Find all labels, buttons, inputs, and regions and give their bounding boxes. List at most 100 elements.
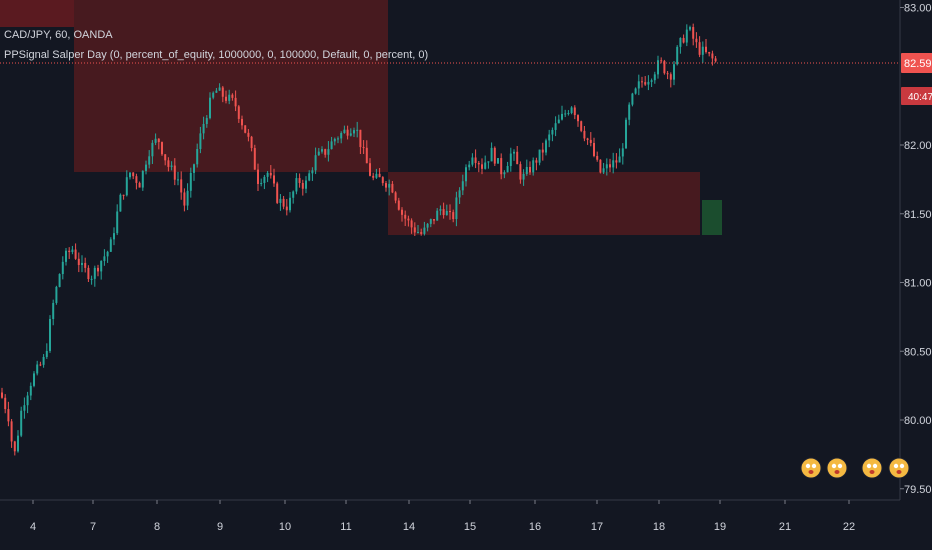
candle-down: [666, 73, 669, 75]
candle-up: [439, 209, 442, 211]
candle-down: [452, 212, 455, 220]
candle-up: [186, 190, 189, 206]
candle-down: [362, 147, 365, 149]
candle-up: [52, 302, 55, 319]
candle-up: [189, 172, 192, 191]
time-tick-label: 10: [279, 521, 291, 533]
symbol-title: CAD/JPY, 60, OANDA: [4, 29, 113, 41]
candle-down: [695, 38, 698, 43]
candle-up: [154, 138, 157, 143]
emoji-face-icon: [800, 457, 822, 479]
candle-up: [458, 190, 461, 198]
demand-zone: [388, 172, 700, 235]
indicator-legend[interactable]: PPSignal Salper Day (0, percent_of_equit…: [4, 49, 428, 61]
candle-down: [231, 94, 234, 98]
candle-down: [397, 200, 400, 210]
candle-up: [314, 155, 317, 171]
price-axis: 83.000 82.000 81.500 81.000 80.500 80.000 79.5…: [899, 0, 932, 500]
candle-down: [708, 52, 711, 54]
candle-down: [157, 138, 160, 143]
candle-down: [13, 441, 16, 452]
candle-down: [1, 392, 3, 398]
candle-up: [503, 172, 506, 175]
candle-down: [7, 409, 10, 422]
candle-up: [340, 133, 343, 139]
countdown-label: 40:47: [908, 92, 932, 103]
candle-down: [599, 159, 602, 173]
candle-up: [23, 405, 26, 411]
candle-up: [605, 164, 608, 169]
candle-down: [237, 106, 240, 119]
candle-down: [298, 178, 301, 183]
candle-up: [429, 219, 432, 224]
candle-down: [68, 250, 71, 253]
emoji-reactions-group: [800, 457, 910, 479]
time-tick-label: 15: [464, 521, 476, 533]
candle-down: [244, 125, 247, 133]
candle-up: [538, 149, 541, 163]
candle-up: [561, 113, 563, 120]
candle-up: [650, 80, 653, 82]
candle-up: [151, 142, 154, 157]
candle-up: [141, 170, 144, 188]
candle-up: [426, 223, 429, 228]
candle-up: [343, 129, 346, 134]
time-tick-label: 21: [779, 521, 791, 533]
price-tick-label: 82.000: [904, 140, 932, 152]
candle-up: [81, 262, 83, 265]
target-zone: [702, 200, 722, 235]
candle-up: [564, 113, 567, 115]
candle-down: [577, 115, 579, 122]
candle-down: [183, 192, 186, 206]
candle-up: [266, 172, 269, 177]
emoji-mouth-icon: [808, 470, 814, 474]
candle-up: [119, 194, 122, 212]
time-tick-label: 18: [653, 521, 665, 533]
candle-up: [209, 97, 211, 119]
candle-down: [74, 249, 77, 259]
candle-down: [301, 182, 304, 189]
candle-up: [545, 140, 547, 153]
time-tick-label: 4: [30, 521, 36, 533]
candle-down: [180, 179, 183, 193]
last-price-label: 82.596: [904, 58, 932, 70]
candle-up: [260, 183, 263, 185]
emoji-eye-icon: [837, 463, 843, 469]
candle-up: [628, 104, 631, 120]
candle-up: [17, 435, 19, 452]
candle-up: [455, 197, 458, 220]
candle-down: [241, 118, 243, 126]
candle-up: [685, 29, 688, 43]
time-tick-label: 17: [591, 521, 603, 533]
candle-up: [129, 172, 131, 178]
candle-up: [557, 119, 560, 124]
candle-up: [263, 176, 266, 184]
candle-up: [295, 178, 298, 192]
candle-up: [170, 165, 173, 167]
candle-down: [586, 138, 589, 140]
candle-up: [548, 134, 551, 141]
candle-up: [333, 138, 336, 142]
candle-down: [324, 149, 327, 155]
candle-down: [276, 183, 279, 203]
candles-group: [1, 23, 717, 456]
candle-down: [404, 214, 407, 219]
candle-down: [250, 136, 253, 149]
candle-up: [125, 177, 128, 196]
candle-down: [535, 160, 538, 163]
candle-up: [689, 27, 691, 30]
candle-down: [413, 227, 416, 233]
candle-down: [132, 172, 135, 177]
candle-down: [593, 142, 595, 156]
candle-down: [541, 149, 544, 153]
candle-down: [84, 262, 87, 268]
candle-up: [445, 210, 448, 216]
candle-down: [529, 166, 531, 173]
candle-down: [519, 164, 522, 180]
countdown-badge: [901, 87, 932, 106]
candle-up: [317, 151, 320, 156]
candle-up: [193, 164, 195, 173]
candle-down: [401, 209, 403, 215]
candle-up: [116, 211, 119, 234]
